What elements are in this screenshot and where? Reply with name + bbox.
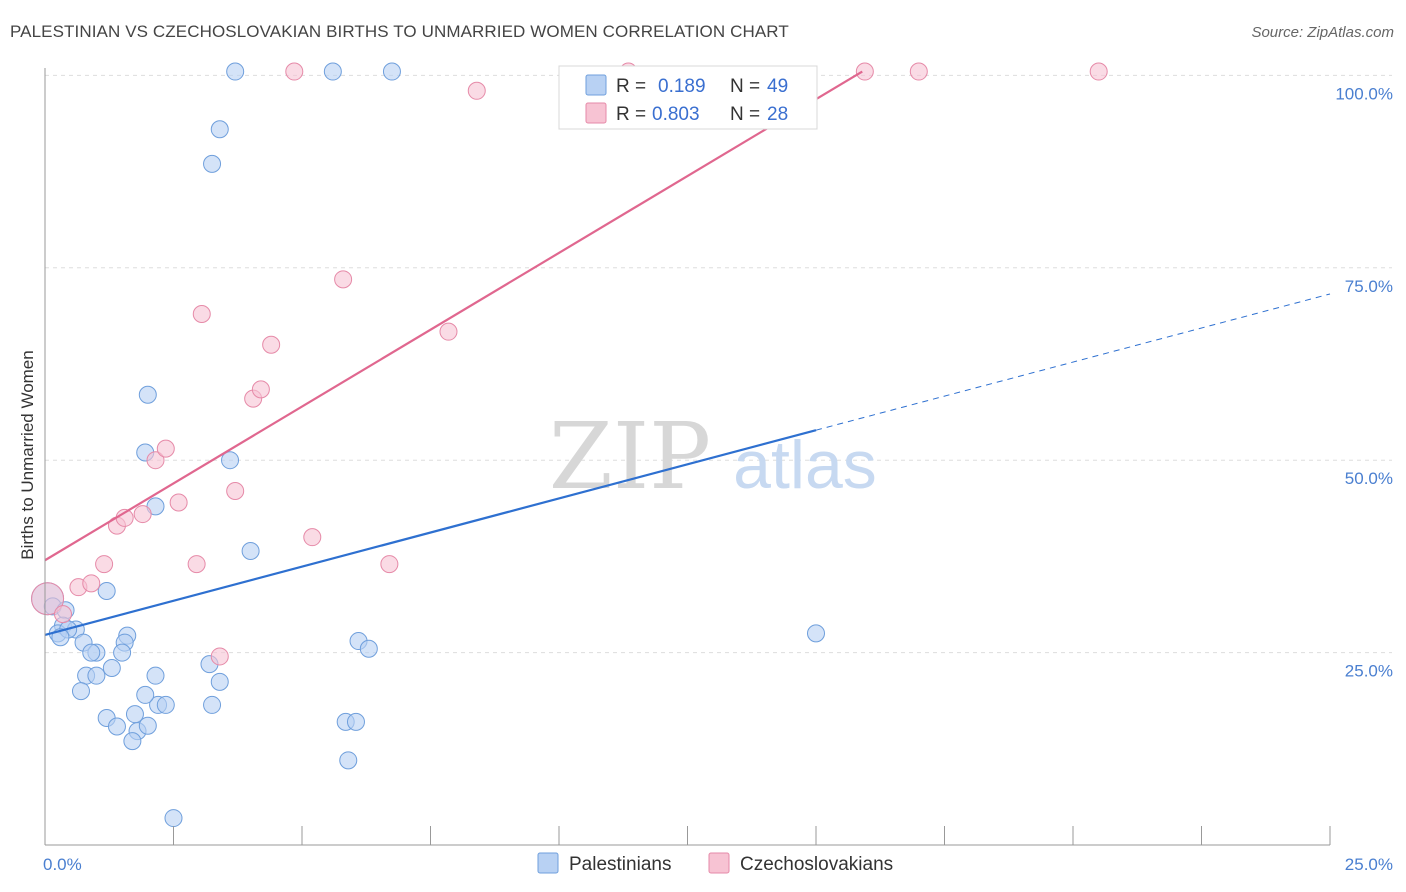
- bottom-legend-label-czechoslovakians: Czechoslovakians: [740, 854, 893, 875]
- czechoslovakian-point: [146, 451, 165, 470]
- czechoslovakian-point: [285, 62, 304, 81]
- legend-r-label-czechoslovakians: R =: [616, 104, 646, 125]
- palestinian-point: [123, 732, 142, 751]
- legend-r-value-czechoslovakians: 0.803: [652, 104, 700, 125]
- czechoslovakian-point: [467, 81, 486, 100]
- y-axis-label: Births to Unmarried Women: [18, 350, 37, 559]
- czechoslovakian-point: [210, 647, 229, 666]
- legend-n-value-czechoslovakians: 28: [767, 104, 788, 125]
- czechoslovakian-point: [156, 439, 175, 458]
- palestinian-point: [339, 751, 358, 770]
- czechoslovakian-point: [262, 335, 281, 354]
- palestinian-point: [87, 666, 106, 685]
- palestinian-point: [226, 62, 245, 81]
- y-tick-label: 50.0%: [1345, 469, 1393, 488]
- correlation-legend: R = 0.189 N = 49 R = 0.803 N = 28: [558, 65, 818, 130]
- palestinian-point: [210, 120, 229, 139]
- palestinian-point: [97, 582, 116, 601]
- czechoslovakian-point: [855, 62, 874, 81]
- czechoslovakian-point: [226, 481, 245, 500]
- palestinian-point: [102, 658, 121, 677]
- czechoslovakian-point: [82, 574, 101, 593]
- palestinian-point: [323, 62, 342, 81]
- x-tick-label-min: 0.0%: [43, 855, 82, 874]
- palestinian-point: [71, 682, 90, 701]
- bottom-legend-swatch-palestinians: [537, 852, 559, 874]
- czechoslovakian-point: [192, 304, 211, 323]
- czechoslovakian-point: [1089, 62, 1108, 81]
- watermark-zip: ZIP: [549, 403, 711, 510]
- legend-r-value-palestinians: 0.189: [658, 76, 706, 97]
- y-tick-label: 25.0%: [1345, 662, 1393, 681]
- czechoslovakian-point: [187, 555, 206, 574]
- legend-swatch-czechoslovakians: [585, 102, 607, 124]
- y-tick-label: 75.0%: [1345, 277, 1393, 296]
- legend-n-label-palestinians: N =: [730, 76, 760, 97]
- czechoslovakian-point: [251, 380, 270, 399]
- czechoslovakian-point: [303, 528, 322, 547]
- palestinian-point: [221, 451, 240, 470]
- palestinian-point: [359, 639, 378, 658]
- x-tick-label-max: 25.0%: [1345, 855, 1393, 874]
- palestinian-point: [146, 666, 165, 685]
- czechoslovakian-point: [95, 555, 114, 574]
- legend-swatch-palestinians: [585, 74, 607, 96]
- palestinian-point: [138, 385, 157, 404]
- palestinian-point: [346, 712, 365, 731]
- palestinian-point: [107, 717, 126, 736]
- palestinian-point: [807, 624, 825, 643]
- palestinian-trend-extension: [815, 293, 1331, 431]
- czechoslovakian-point: [380, 555, 399, 574]
- legend-r-label-palestinians: R =: [616, 76, 646, 97]
- y-tick-label: 100.0%: [1335, 84, 1393, 103]
- chart-source: Source: ZipAtlas.com: [1251, 24, 1394, 41]
- legend-n-label-czechoslovakians: N =: [730, 104, 760, 125]
- czechoslovakian-trend-line: [44, 70, 863, 562]
- palestinian-trend-line: [44, 429, 817, 636]
- czechoslovakian-point: [169, 493, 188, 512]
- gridlines: [45, 74, 1392, 654]
- bottom-legend-swatch-czechoslovakians: [708, 852, 730, 874]
- palestinian-point: [156, 695, 175, 714]
- czechoslovakian-point: [133, 505, 152, 524]
- bottom-legend-label-palestinians: Palestinians: [569, 854, 671, 875]
- chart-title: PALESTINIAN VS CZECHOSLOVAKIAN BIRTHS TO…: [10, 22, 789, 41]
- series-legend: Palestinians Czechoslovakians: [537, 852, 893, 875]
- palestinian-point: [382, 62, 401, 81]
- palestinian-point: [138, 716, 157, 735]
- watermark-atlas: atlas: [733, 427, 877, 503]
- palestinian-point: [136, 685, 155, 704]
- trend-lines: [44, 70, 1331, 636]
- legend-n-value-palestinians: 49: [767, 76, 788, 97]
- palestinian-point: [82, 643, 101, 662]
- palestinian-point: [241, 542, 260, 561]
- czechoslovakian-point: [334, 270, 353, 289]
- palestinian-point: [210, 672, 229, 691]
- czechoslovakian-point: [31, 582, 65, 616]
- axes: 25.0% 50.0% 75.0% 100.0% 0.0% 25.0%: [43, 68, 1393, 874]
- palestinian-point: [113, 643, 132, 662]
- palestinian-point: [203, 154, 222, 173]
- czechoslovakian-point: [909, 62, 928, 81]
- czechoslovakian-point: [439, 322, 458, 341]
- palestinian-point: [203, 695, 222, 714]
- czechoslovakian-point: [53, 605, 72, 624]
- palestinian-point: [164, 809, 183, 828]
